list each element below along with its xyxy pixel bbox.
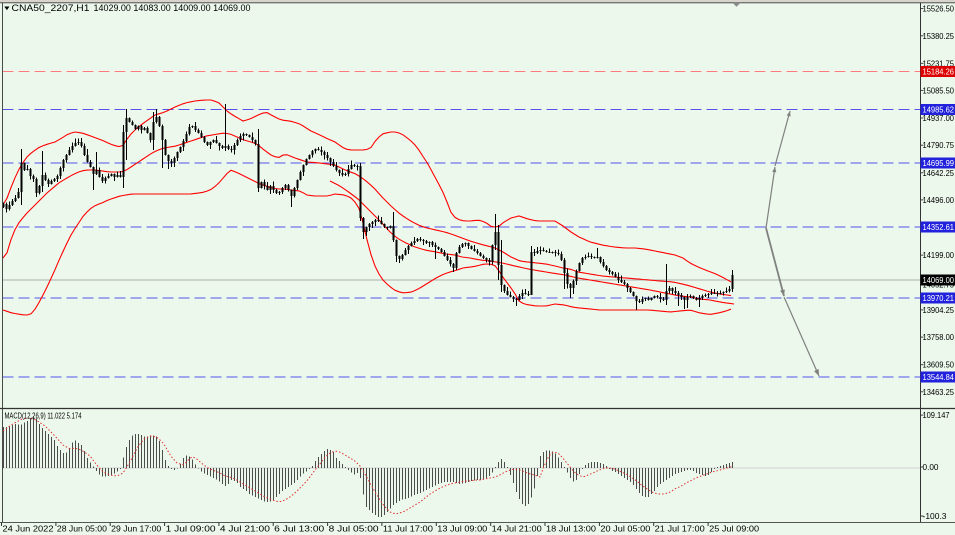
svg-text:15184.26: 15184.26 (923, 68, 955, 77)
svg-text:-100.3: -100.3 (923, 512, 948, 521)
svg-text:14 Jul 21:00: 14 Jul 21:00 (492, 524, 542, 534)
svg-text:13758.00: 13758.00 (923, 333, 955, 342)
svg-text:13 Jul 09:00: 13 Jul 09:00 (437, 524, 487, 534)
svg-text:0.00: 0.00 (923, 463, 940, 472)
svg-text:14642.25: 14642.25 (923, 169, 955, 178)
svg-text:13970.21: 13970.21 (923, 294, 955, 303)
svg-text:8 Jul 05:00: 8 Jul 05:00 (329, 524, 379, 534)
svg-text:CNA50_2207,H1: CNA50_2207,H1 (12, 3, 90, 13)
svg-text:6 Jul 13:00: 6 Jul 13:00 (274, 524, 324, 534)
svg-text:MACD(12,26,9) 11.022 5.174: MACD(12,26,9) 11.022 5.174 (5, 411, 82, 421)
svg-text:14496.00: 14496.00 (923, 196, 955, 205)
svg-text:14790.75: 14790.75 (923, 141, 955, 150)
svg-text:14199.00: 14199.00 (923, 251, 955, 260)
svg-text:109.147: 109.147 (923, 411, 951, 420)
svg-text:1 Jul 09:00: 1 Jul 09:00 (166, 524, 216, 534)
svg-text:15526.50: 15526.50 (923, 5, 955, 14)
svg-text:13904.25: 13904.25 (923, 306, 955, 315)
svg-text:4 Jul 21:00: 4 Jul 21:00 (220, 524, 270, 534)
svg-text:15085.50: 15085.50 (923, 86, 955, 95)
svg-text:29 Jun 17:00: 29 Jun 17:00 (111, 524, 161, 534)
svg-text:14985.62: 14985.62 (923, 106, 955, 115)
svg-text:25 Jul 09:00: 25 Jul 09:00 (709, 524, 759, 534)
svg-text:14352.61: 14352.61 (923, 223, 955, 232)
svg-text:14695.99: 14695.99 (923, 159, 955, 168)
svg-text:28 Jun 05:00: 28 Jun 05:00 (57, 524, 107, 534)
svg-text:13544.84: 13544.84 (923, 373, 955, 382)
svg-text:13609.50: 13609.50 (923, 361, 955, 370)
svg-text:18 Jul 13:00: 18 Jul 13:00 (546, 524, 596, 534)
svg-text:15380.25: 15380.25 (923, 32, 955, 41)
svg-text:11 Jul 17:00: 11 Jul 17:00 (383, 524, 433, 534)
svg-text:24 Jun 2022: 24 Jun 2022 (3, 524, 54, 534)
svg-text:14937.00: 14937.00 (923, 114, 955, 123)
svg-text:13463.25: 13463.25 (923, 388, 955, 397)
svg-text:14029.00 14083.00 14009.00 140: 14029.00 14083.00 14009.00 14069.00 (94, 3, 251, 13)
svg-text:15231.75: 15231.75 (923, 59, 955, 68)
svg-text:14069.00: 14069.00 (923, 276, 955, 285)
svg-text:20 Jul 05:00: 20 Jul 05:00 (600, 524, 650, 534)
svg-text:21 Jul 17:00: 21 Jul 17:00 (655, 524, 705, 534)
